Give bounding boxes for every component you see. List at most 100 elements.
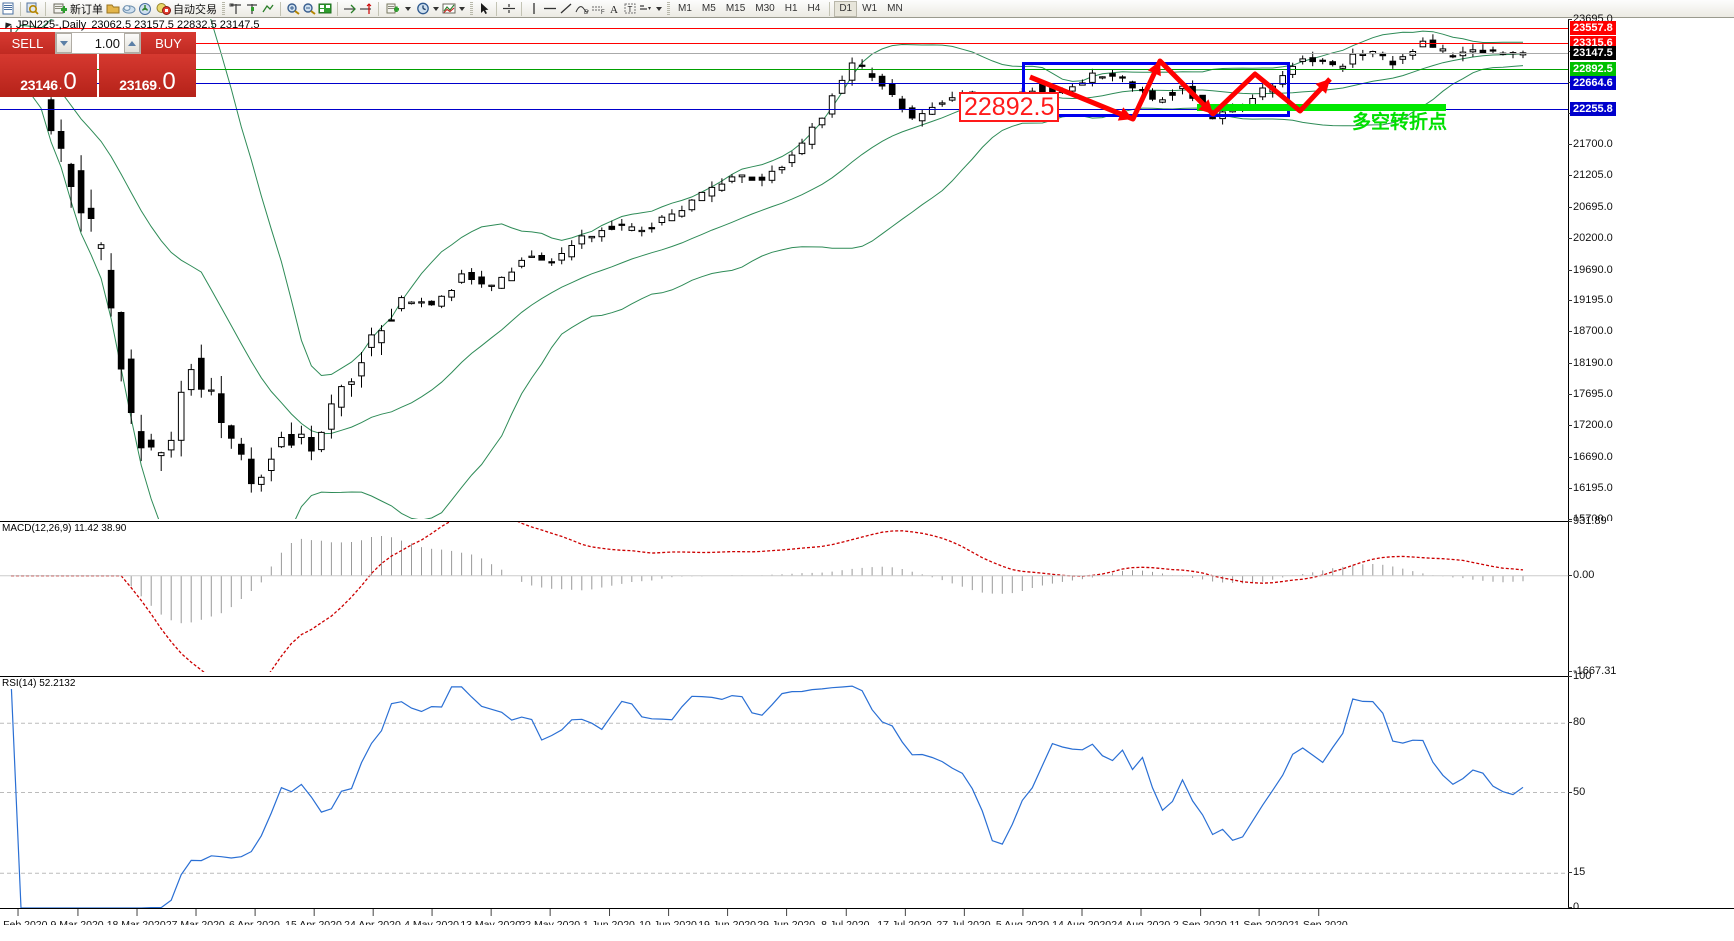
timeframe-group: M1 M5 M15 M30 H1 H4 D1 W1 MN — [673, 0, 908, 17]
autoscroll-icon[interactable] — [358, 1, 374, 16]
toolbar-grip[interactable] — [222, 1, 225, 16]
price-level-22892.5[interactable] — [0, 69, 1568, 71]
price-level-label-22255.8[interactable]: 22255.8 — [1570, 102, 1616, 116]
timeframe-m5[interactable]: M5 — [701, 2, 716, 14]
chevron-down-icon[interactable] — [459, 6, 465, 11]
chevron-down-icon[interactable] — [433, 6, 439, 11]
expert-advisor-icon — [155, 1, 171, 16]
macd-tick-label: 931.89 — [1568, 515, 1607, 527]
price-level-label-23557.8[interactable]: 23557.8 — [1570, 20, 1616, 35]
crosshair-icon[interactable] — [228, 1, 244, 16]
auto-trading-label: 自动交易 — [173, 3, 217, 16]
svg-text:A: A — [610, 4, 618, 16]
grid-icon[interactable] — [317, 1, 333, 16]
line-chart-icon[interactable] — [260, 1, 276, 16]
zoom-in-icon[interactable] — [285, 1, 301, 16]
price-tick-label: 18190.0 — [1568, 357, 1613, 370]
price-tick-label: 21205.0 — [1568, 168, 1613, 181]
symbol-name: JPN225-,Daily — [16, 18, 87, 31]
chevron-up-icon — [128, 40, 136, 46]
price-level-22664.6[interactable] — [0, 83, 1568, 85]
price-tag-annotation[interactable]: 22892.5 — [959, 92, 1060, 122]
rsi-tick-label: 100 — [1567, 670, 1592, 682]
folder-icon[interactable] — [105, 1, 121, 16]
volume-increase-button[interactable] — [124, 33, 140, 53]
fibonacci-icon[interactable]: E — [574, 1, 590, 16]
zoom-out-icon[interactable] — [301, 1, 317, 16]
symbol-header: JPN225-,Daily 23062.5 23157.5 22832.5 23… — [0, 18, 260, 31]
chevron-down-icon[interactable] — [656, 6, 662, 11]
price-axis[interactable]: 23695.023190.022695.022185.021700.021205… — [1568, 13, 1734, 525]
price-level-label-22664.6[interactable]: 22664.6 — [1570, 76, 1616, 91]
turning-point-note[interactable]: 多空转折点 — [1352, 112, 1448, 133]
price-level-23147.5[interactable] — [0, 53, 1568, 55]
signal-icon[interactable] — [137, 1, 153, 16]
cloud-icon[interactable] — [121, 1, 137, 16]
buy-price-fraction: 0 — [162, 68, 176, 95]
main-toolbar: 新订单 自动交易 — [0, 0, 1734, 18]
volume-stepper[interactable]: 1.00 — [55, 32, 141, 54]
timeframe-h1[interactable]: H1 — [784, 2, 798, 14]
timeframe-m1[interactable]: M1 — [678, 2, 692, 14]
price-level-label-22892.5[interactable]: 22892.5 — [1570, 62, 1616, 77]
text-icon[interactable]: A — [606, 1, 622, 16]
new-order-icon — [52, 1, 68, 16]
rsi-pane[interactable]: RSI(14) 52.2132 — [0, 676, 1568, 908]
price-tick-label: 17695.0 — [1568, 388, 1613, 401]
status-bar — [0, 925, 1734, 940]
list-icon[interactable] — [0, 1, 16, 16]
timeframe-d1[interactable]: D1 — [834, 0, 858, 17]
shift-icon[interactable] — [342, 1, 358, 16]
indicators-button[interactable] — [383, 1, 415, 16]
auto-trading-button[interactable]: 自动交易 — [153, 1, 219, 16]
sell-price-box[interactable]: 23146 . 0 — [0, 54, 97, 97]
timeframe-m30[interactable]: M30 — [755, 2, 775, 14]
timeframe-w1[interactable]: W1 — [862, 2, 878, 14]
price-tick-label: 18700.0 — [1568, 325, 1613, 338]
toolbar-divider — [337, 1, 338, 16]
volume-input[interactable]: 1.00 — [94, 35, 120, 51]
shapes-icon[interactable] — [638, 1, 654, 16]
price-chart-pane[interactable]: 22892.5 多空转折点 — [0, 19, 1568, 519]
vline-icon[interactable] — [526, 1, 542, 16]
collapse-arrow-icon[interactable] — [2, 20, 12, 29]
macd-plot — [0, 522, 1568, 672]
macd-pane[interactable]: MACD(12,26,9) 11.42 38.90 — [0, 521, 1568, 672]
toolbar-divider — [20, 1, 21, 16]
buy-price-box[interactable]: 23169 . 0 — [99, 54, 196, 97]
cursor-icon[interactable] — [476, 1, 492, 16]
price-tick-label: 21700.0 — [1568, 137, 1613, 150]
toolbar-grip[interactable] — [470, 1, 473, 16]
period-icon[interactable] — [415, 1, 431, 16]
new-order-button[interactable]: 新订单 — [50, 1, 105, 16]
price-level-23557.8[interactable] — [0, 27, 1568, 29]
one-click-trading-panel: SELL 1.00 BUY 23146 . 0 23169 . 0 — [0, 32, 196, 97]
magnifier-icon[interactable] — [25, 1, 41, 16]
sell-button[interactable]: SELL — [0, 32, 55, 54]
price-level-label-23147.5[interactable]: 23147.5 — [1570, 46, 1616, 61]
volume-decrease-button[interactable] — [56, 33, 72, 53]
channel-icon[interactable]: F — [590, 1, 606, 16]
templates-icon[interactable] — [441, 1, 457, 16]
timeframe-mn[interactable]: MN — [887, 2, 903, 14]
macd-tick-label: -1667.31 — [1567, 665, 1617, 677]
label-icon[interactable]: T — [622, 1, 638, 16]
svg-text:F: F — [601, 10, 605, 16]
timeframe-m15[interactable]: M15 — [725, 2, 746, 14]
price-level-22255.8[interactable] — [0, 109, 1568, 110]
buy-button[interactable]: BUY — [141, 32, 196, 54]
rsi-axis[interactable]: 100 80 50 15 0 — [1567, 670, 1734, 913]
price-tick-label: 16195.0 — [1568, 482, 1613, 494]
chevron-down-icon — [60, 40, 68, 46]
chevron-down-icon[interactable] — [405, 6, 411, 11]
hline-icon[interactable] — [542, 1, 558, 16]
toolbar-grip[interactable] — [667, 1, 670, 16]
toolbar-divider — [829, 1, 831, 16]
trendline-icon[interactable] — [558, 1, 574, 16]
timeframe-h4[interactable]: H4 — [807, 2, 821, 14]
crosshair-tool-icon[interactable] — [501, 1, 517, 16]
price-level-23315.6[interactable] — [0, 42, 1568, 44]
macd-axis[interactable]: 931.89 0.00 -1667.31 — [1567, 515, 1734, 677]
bar-chart-icon[interactable] — [244, 1, 260, 16]
toolbar-divider — [496, 1, 497, 16]
